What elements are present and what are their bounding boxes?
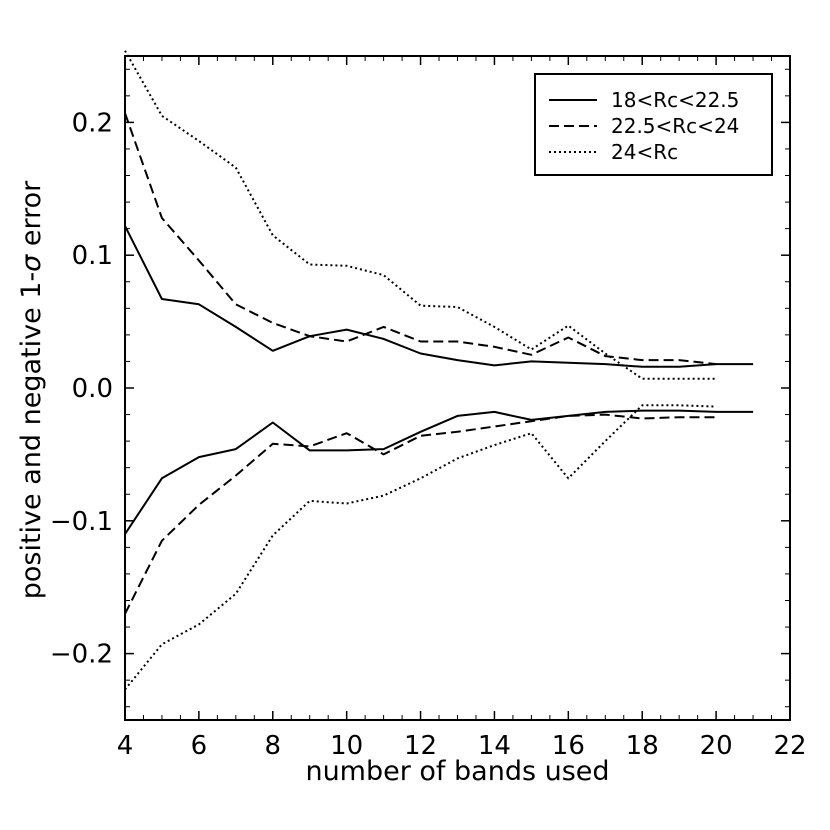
y-axis-label-suffix: error xyxy=(16,180,47,255)
x-axis-label: number of bands used xyxy=(305,756,609,787)
plot-frame xyxy=(124,55,791,721)
y-tick-label: 0.2 xyxy=(72,108,113,138)
x-tick-label: 18 xyxy=(626,731,659,761)
tick-labels: 4 6 8 10 12 14 16 18 20 22 −0.2 −0.1 0.0 0.1 0.2 xyxy=(50,108,807,761)
y-axis-label: positive and negative 1-σ error xyxy=(16,180,47,599)
legend-label-2: 24<Rc xyxy=(611,140,678,164)
y-axis-label-sigma: σ xyxy=(16,254,47,272)
series-0-upper-line xyxy=(124,225,754,368)
y-tick-label: −0.1 xyxy=(50,507,113,537)
series-layer xyxy=(124,50,754,691)
legend-label-0: 18<Rc<22.5 xyxy=(611,88,739,112)
x-tick-label: 12 xyxy=(404,731,437,761)
x-tick-label: 6 xyxy=(191,731,208,761)
x-tick-label: 10 xyxy=(330,731,363,761)
series-1-upper-line xyxy=(124,112,717,366)
y-axis-label-prefix: positive and negative 1- xyxy=(16,272,47,599)
y-tick-label: −0.2 xyxy=(50,640,113,670)
x-tick-label: 20 xyxy=(700,731,733,761)
series-0-lower-line xyxy=(124,409,754,535)
x-tick-label: 8 xyxy=(265,731,282,761)
series-1-lower-line xyxy=(124,413,717,615)
x-tick-label: 22 xyxy=(773,731,806,761)
x-tick-label: 16 xyxy=(552,731,585,761)
x-tick-label: 14 xyxy=(478,731,511,761)
y-tick-label: 0.0 xyxy=(72,374,113,404)
x-tick-label: 4 xyxy=(117,731,134,761)
legend-label-1: 22.5<Rc<24 xyxy=(611,114,739,138)
legend-box xyxy=(534,73,773,176)
series-2-lower-line xyxy=(124,404,717,691)
y-tick-label: 0.1 xyxy=(72,241,113,271)
